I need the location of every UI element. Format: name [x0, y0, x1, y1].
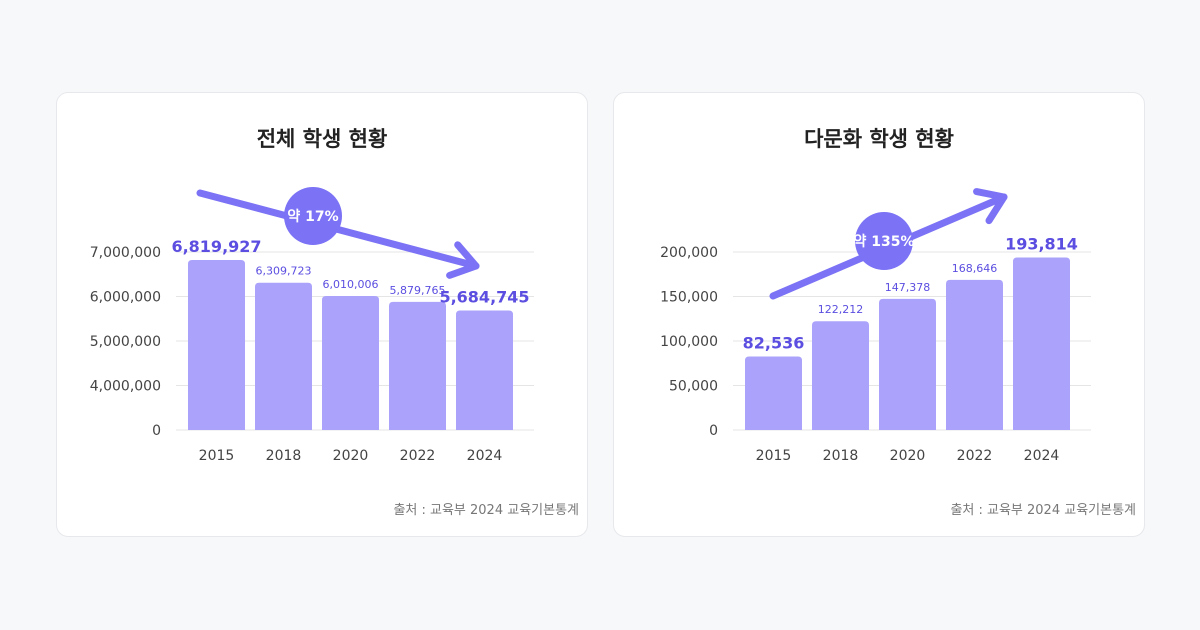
y-tick-label: 50,000 — [669, 379, 718, 395]
chart-title: 전체 학생 현황 — [256, 127, 388, 151]
y-tick-label: 7,000,000 — [90, 245, 161, 261]
data-label: 193,814 — [1005, 235, 1078, 254]
bar — [1013, 257, 1070, 430]
bar — [322, 296, 379, 430]
x-tick-label: 2024 — [1024, 448, 1060, 464]
change-badge-label: 약 135% — [853, 233, 914, 250]
y-tick-label: 0 — [152, 423, 161, 439]
multicultural-students-card: 다문화 학생 현황 0 50,000 100,000 150,000 200,000 82… — [613, 92, 1145, 537]
y-tick-label: 150,000 — [660, 290, 718, 306]
y-tick-label: 100,000 — [660, 334, 718, 350]
source-note: 출처 : 교육부 2024 교육기본통계 — [393, 503, 579, 518]
bar — [255, 282, 312, 430]
change-badge-label: 약 17% — [287, 208, 338, 225]
data-label: 82,536 — [743, 334, 805, 353]
bar — [389, 301, 446, 430]
change-badge — [284, 187, 342, 245]
x-tick-label: 2018 — [823, 448, 859, 464]
x-tick-label: 2024 — [467, 448, 503, 464]
bar — [188, 260, 245, 430]
x-tick-label: 2022 — [957, 448, 993, 464]
x-tick-label: 2015 — [756, 448, 792, 464]
y-tick-label: 5,000,000 — [90, 334, 161, 350]
total-students-chart: 0 4,000,000 5,000,000 6,000,000 7,000,000 6,8… — [90, 187, 534, 464]
x-tick-label: 2018 — [266, 448, 302, 464]
x-tick-label: 2020 — [333, 448, 369, 464]
x-tick-label: 2022 — [400, 448, 436, 464]
chart-title: 다문화 학생 현황 — [804, 127, 954, 151]
x-tick-label: 2020 — [890, 448, 926, 464]
data-label: 147,378 — [885, 281, 931, 294]
source-note: 출처 : 교육부 2024 교육기본통계 — [950, 503, 1136, 518]
bar — [745, 356, 802, 430]
bar — [456, 310, 513, 430]
bar — [946, 279, 1003, 430]
y-tick-label: 200,000 — [660, 245, 718, 261]
change-badge — [855, 212, 913, 270]
bar — [812, 321, 869, 430]
y-tick-label: 0 — [709, 423, 718, 439]
data-label: 168,646 — [952, 262, 998, 275]
data-label: 6,819,927 — [171, 237, 261, 256]
trend-arrow-head-icon — [446, 241, 480, 279]
bar — [879, 298, 936, 430]
total-students-card: 전체 학생 현황 0 4,000,000 5,000,000 6,000,000 7,0… — [56, 92, 588, 537]
multicultural-students-chart: 0 50,000 100,000 150,000 200,000 82,536 2015 12… — [660, 188, 1091, 464]
data-label: 122,212 — [818, 303, 864, 316]
y-tick-label: 6,000,000 — [90, 290, 161, 306]
trend-arrow-head-icon — [973, 188, 1008, 225]
data-label: 5,879,765 — [390, 284, 446, 297]
data-label: 5,684,745 — [439, 288, 529, 307]
y-tick-label: 4,000,000 — [90, 379, 161, 395]
x-tick-label: 2015 — [199, 448, 235, 464]
data-label: 6,309,723 — [256, 265, 312, 278]
data-label: 6,010,006 — [323, 278, 379, 291]
